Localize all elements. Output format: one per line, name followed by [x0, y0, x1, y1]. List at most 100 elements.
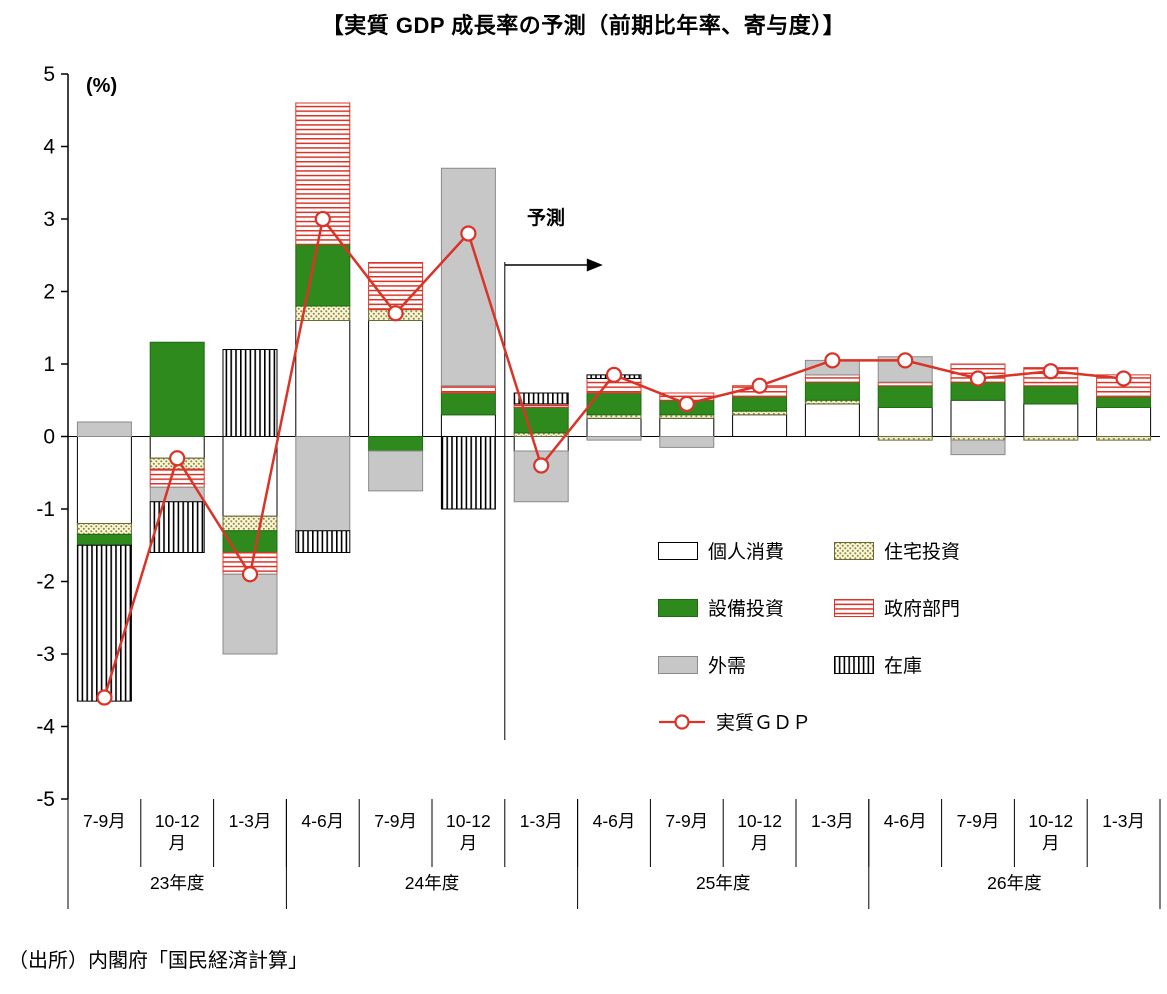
quarter-label: 10-12 月: [155, 811, 200, 853]
bar-segment-housing: [1023, 436, 1079, 441]
gdp-marker: [314, 210, 331, 228]
bar-segment-consumption: [950, 399, 1006, 437]
gdp-marker: [169, 450, 186, 467]
legend-item-consumption: 個人消費: [658, 537, 834, 564]
y-tick-label: -3: [36, 643, 55, 666]
forecast-label: 予測: [527, 206, 565, 229]
bar-segment-consumption: [732, 414, 788, 437]
gdp-marker: [1042, 363, 1059, 380]
year-label: 26年度: [987, 873, 1041, 893]
y-tick-label: 2: [43, 281, 55, 304]
quarter-label: 4-6月: [593, 811, 636, 831]
bar-segment-consumption: [877, 407, 933, 437]
bar-segment-capex: [804, 381, 860, 401]
external-swatch: [658, 655, 698, 674]
quarter-label: 7-9月: [957, 811, 1000, 831]
y-tick-label: -4: [36, 716, 55, 739]
bar-segment-inventory: [440, 436, 496, 510]
bar-segment-government: [877, 381, 933, 387]
bar-segment-capex: [513, 407, 569, 434]
bar-segment-housing: [732, 410, 788, 416]
bar-segment-consumption: [76, 436, 132, 524]
capex-swatch: [658, 598, 698, 617]
bar-segment-capex: [76, 533, 132, 546]
quarter-label: 1-3月: [229, 811, 272, 831]
consumption-swatch: [658, 541, 698, 560]
legend-label-inventory: 在庫: [884, 656, 923, 677]
gdp-marker: [387, 305, 404, 322]
inventory-swatch: [834, 655, 874, 674]
bar-segment-capex: [1096, 396, 1152, 408]
quarter-label: 7-9月: [374, 811, 417, 831]
legend-item-capex: 設備投資: [658, 594, 834, 621]
gdp-marker: [751, 377, 768, 394]
bar-segment-capex: [586, 392, 642, 416]
bar-segment-external: [295, 436, 351, 532]
bar-segment-external: [586, 436, 642, 441]
bar-segment-government: [149, 468, 205, 488]
quarter-label: 10-12 月: [1028, 811, 1073, 853]
y-tick-label: -1: [36, 498, 55, 521]
quarter-label: 4-6月: [301, 811, 344, 831]
legend-item-housing: 住宅投資: [834, 537, 960, 564]
bar-segment-consumption: [804, 403, 860, 437]
chart-title: 【実質 GDP 成長率の予測（前期比年率、寄与度）】: [321, 13, 846, 38]
bar-segment-capex: [295, 243, 351, 307]
quarter-label: 4-6月: [884, 811, 927, 831]
bar-segment-inventory: [149, 501, 205, 553]
bar-segment-capex: [877, 385, 933, 408]
quarter-label: 7-9月: [665, 811, 708, 831]
y-tick-label: -2: [36, 571, 55, 594]
gdp-line-symbol: [659, 713, 705, 730]
quarter-label: 10-12 月: [446, 811, 491, 853]
gdp-marker: [897, 352, 914, 369]
bar-segment-capex: [1023, 385, 1079, 405]
gdp-marker: [533, 457, 550, 474]
legend: 個人消費 住宅投資 設備投資 政府部門 外需: [658, 537, 960, 735]
y-tick-label: 3: [43, 208, 55, 231]
bar-segment-housing: [513, 432, 569, 437]
quarter-label: 7-9月: [83, 811, 126, 831]
gdp-marker: [241, 566, 259, 583]
y-axis-unit-label: (%): [86, 75, 117, 97]
bar-segment-inventory: [513, 392, 569, 405]
year-label: 23年度: [150, 873, 204, 893]
housing-swatch: [834, 541, 874, 560]
bar-segment-capex: [149, 341, 205, 437]
legend-label-gdp: 実質ＧＤＰ: [716, 713, 812, 734]
gdp-marker: [824, 352, 841, 369]
bar-segment-consumption: [368, 320, 424, 437]
bar-segment-government: [804, 374, 860, 383]
quarter-label: 10-12 月: [737, 811, 782, 853]
bar-segment-external: [222, 573, 278, 655]
gdp-marker: [678, 395, 695, 412]
bar-segment-external: [76, 421, 132, 437]
legend-item-inventory: 在庫: [834, 651, 960, 678]
quarter-label: 1-3月: [520, 811, 563, 831]
bar-segment-external: [950, 439, 1006, 456]
gdp-marker: [1115, 370, 1132, 387]
bar-segment-housing: [804, 399, 860, 405]
legend-item-government: 政府部門: [834, 594, 960, 621]
legend-label-housing: 住宅投資: [884, 542, 961, 563]
y-tick-label: 4: [43, 136, 55, 159]
legend-item-gdp: 実質ＧＤＰ: [658, 708, 960, 735]
gdp-marker: [969, 370, 987, 387]
bar-segment-consumption: [440, 414, 496, 437]
bar-segment-external: [440, 167, 496, 387]
legend-label-external: 外需: [708, 656, 747, 677]
government-swatch: [834, 598, 874, 617]
bar-segment-consumption: [659, 417, 715, 437]
bar-segment-government: [368, 262, 424, 311]
bar-segment-inventory: [222, 349, 278, 437]
bar-segment-housing: [76, 523, 132, 535]
bar-segment-inventory: [76, 544, 132, 702]
bar-segment-capex: [732, 396, 788, 412]
y-tick-label: -5: [36, 788, 55, 811]
gdp-marker: [96, 689, 113, 706]
bar-segment-consumption: [222, 436, 278, 517]
source-note: （出所）内閣府「国民経済計算」: [8, 950, 308, 972]
bar-segment-government: [440, 385, 496, 394]
